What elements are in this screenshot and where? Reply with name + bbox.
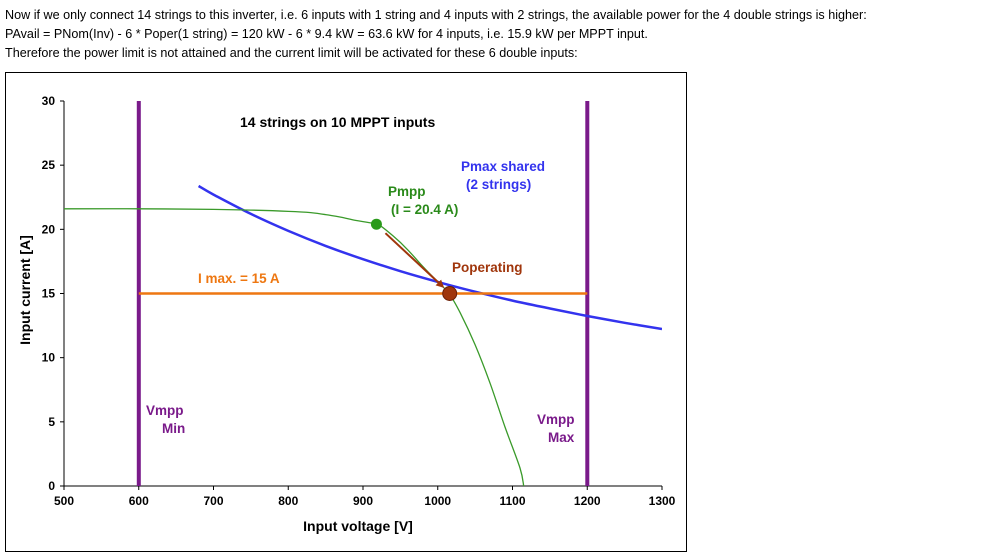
pmax-label-line2: (2 strings) xyxy=(466,177,531,192)
pmax-curve xyxy=(197,184,662,331)
x-tick-label: 1000 xyxy=(424,494,451,508)
y-tick-label: 15 xyxy=(42,287,56,301)
x-tick-label: 1100 xyxy=(499,494,525,508)
vmax-label-line1: Vmpp xyxy=(537,412,575,427)
intro-line-3: Therefore the power limit is not attaine… xyxy=(5,46,578,60)
x-tick-label: 1200 xyxy=(574,494,601,508)
y-tick-label: 30 xyxy=(42,94,56,108)
x-tick-label: 500 xyxy=(54,494,74,508)
x-tick-label: 600 xyxy=(129,494,149,508)
iv-curve xyxy=(64,208,525,486)
x-axis-title: Input voltage [V] xyxy=(303,518,413,534)
intro-text: Now if we only connect 14 strings to thi… xyxy=(5,6,995,63)
x-tick-label: 800 xyxy=(278,494,298,508)
intro-line-2: PAvail = PNom(Inv) - 6 * Poper(1 string)… xyxy=(5,27,648,41)
pmpp-point xyxy=(370,218,382,230)
y-axis-title: Input current [A] xyxy=(17,235,33,345)
operating-arrow xyxy=(384,232,445,288)
vmin-label-line1: Vmpp xyxy=(146,403,184,418)
imax-label: I max. = 15 A xyxy=(198,271,280,286)
pmax-label-line1: Pmax shared xyxy=(461,159,545,174)
poperating-label: Poperating xyxy=(452,260,523,275)
y-tick-label: 20 xyxy=(42,222,56,236)
y-tick-label: 25 xyxy=(42,158,56,172)
poperating-point xyxy=(442,286,458,301)
y-tick-label: 0 xyxy=(48,479,55,493)
pmpp-label-line2: (I = 20.4 A) xyxy=(391,202,458,217)
pmpp-label-line1: Pmpp xyxy=(388,184,426,199)
intro-line-1: Now if we only connect 14 strings to thi… xyxy=(5,8,867,22)
x-tick-label: 900 xyxy=(353,494,373,508)
chart-title: 14 strings on 10 MPPT inputs xyxy=(240,114,435,130)
vmax-label-line2: Max xyxy=(548,430,575,445)
x-tick-label: 1300 xyxy=(649,494,676,508)
vmin-label-line2: Min xyxy=(162,421,185,436)
y-tick-label: 10 xyxy=(42,351,56,365)
y-tick-label: 5 xyxy=(48,415,55,429)
x-tick-label: 700 xyxy=(203,494,223,508)
